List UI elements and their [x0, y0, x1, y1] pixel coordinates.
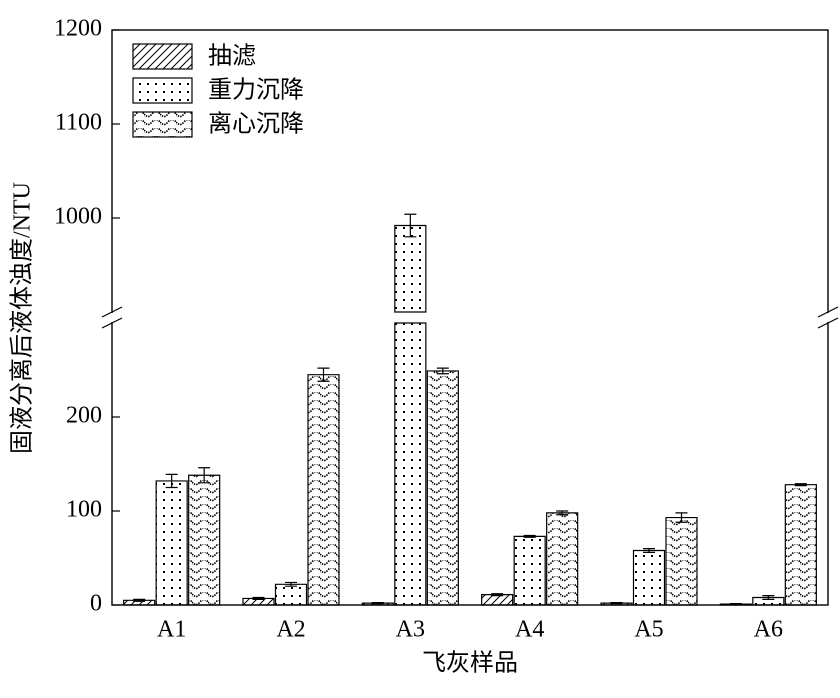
legend-swatch: [132, 43, 193, 70]
y-axis-label: 固液分离后液体浊度/NTU: [9, 182, 36, 454]
error-bar: [523, 534, 536, 538]
error-bar: [556, 510, 569, 516]
bar: [665, 516, 698, 606]
bar: [513, 535, 546, 606]
x-tick-label: A4: [515, 617, 544, 643]
x-tick-label: A3: [396, 617, 425, 643]
bar: [426, 370, 459, 606]
axis-break-mark: [101, 317, 123, 329]
axis-break-gap: [109, 313, 115, 322]
legend-label: 重力沉降: [208, 77, 304, 104]
y-tick-label: 1200: [54, 16, 102, 42]
y-tick-label: 1000: [54, 204, 102, 230]
y-tick-label: 1100: [55, 110, 102, 136]
bar: [784, 484, 817, 606]
error-bar: [762, 595, 775, 600]
bar: [632, 549, 666, 606]
legend-label: 离心沉降: [208, 111, 304, 138]
error-bar: [610, 602, 623, 605]
error-bar: [198, 467, 211, 484]
bar: [188, 474, 221, 606]
legend-swatch: [132, 77, 193, 104]
bar: [481, 594, 514, 606]
error-bar: [404, 213, 417, 238]
bar: [155, 480, 188, 606]
bar: [546, 512, 579, 606]
y-tick-label: 0: [90, 591, 102, 617]
error-bar: [252, 596, 265, 600]
error-bar: [371, 602, 384, 605]
y-tick-label: 100: [66, 497, 102, 523]
error-bar: [794, 483, 807, 487]
error-bar: [675, 512, 688, 523]
bar: [307, 374, 340, 606]
x-tick-label: A2: [276, 617, 305, 643]
axis-break-gap: [825, 313, 831, 322]
axis-break-mark: [817, 306, 839, 318]
y-tick-label: 200: [66, 403, 102, 429]
legend-swatch: [132, 111, 193, 138]
x-tick-label: A6: [754, 617, 783, 643]
x-tick-label: A5: [634, 617, 663, 643]
legend-label: 抽滤: [208, 43, 256, 70]
bar: [394, 224, 427, 606]
error-bar: [491, 593, 504, 597]
error-bar: [643, 548, 655, 553]
error-bar: [165, 473, 178, 489]
error-bar: [317, 367, 330, 382]
error-bar: [436, 367, 449, 375]
x-tick-label: A1: [157, 617, 186, 643]
axis-break-mark: [101, 306, 123, 318]
axis-break-mark: [817, 317, 839, 329]
x-axis-label: 飞灰样品: [422, 650, 518, 677]
bar: [274, 583, 308, 606]
error-bar: [285, 581, 297, 587]
error-bar: [133, 598, 146, 602]
